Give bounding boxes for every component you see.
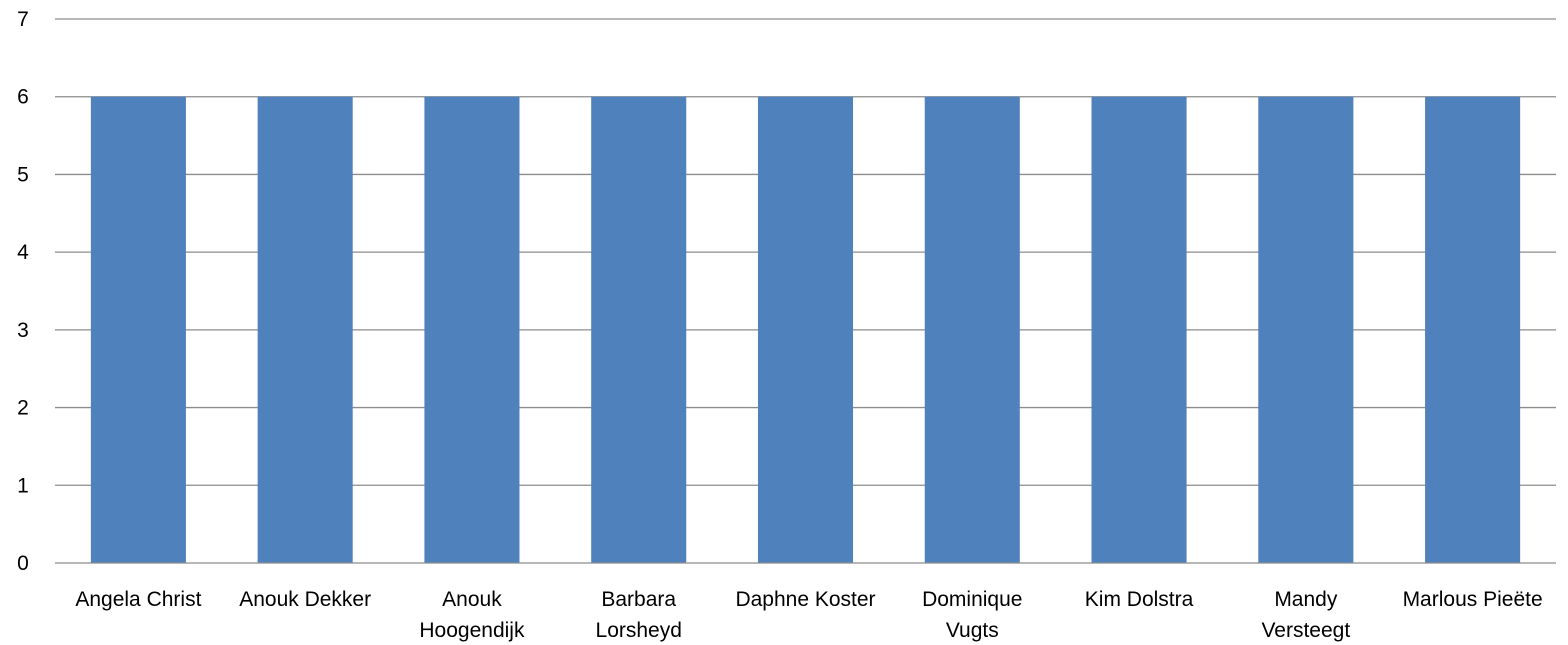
bar: [757, 96, 854, 563]
y-tick-label: 4: [17, 241, 29, 264]
x-tick-label-line: Versteegt: [1261, 619, 1350, 642]
x-tick-label: Daphne Koster: [735, 588, 875, 611]
x-tick-label: Barbara Lorsheyd: [596, 588, 682, 642]
bar: [924, 96, 1020, 563]
y-tick-label: 3: [17, 319, 29, 342]
x-tick-label: Anouk Dekker: [239, 588, 371, 611]
bars: [90, 96, 1521, 563]
bar: [1425, 96, 1521, 563]
x-tick-label: Anouk Hoogendijk: [419, 588, 525, 642]
x-tick-label: Mandy Versteegt: [1261, 588, 1350, 642]
y-tick-label: 0: [17, 552, 29, 575]
y-tick-label: 5: [17, 163, 29, 186]
y-tick-label: 7: [17, 8, 29, 31]
x-tick-label: Angela Christ: [75, 588, 201, 611]
x-tick-label-line: Barbara: [601, 588, 676, 611]
x-tick-label-line: Hoogendijk: [419, 619, 525, 642]
bar: [591, 96, 687, 563]
x-axis-tick-labels: Angela Christ Anouk Dekker Anouk Hoogendijk…: [75, 588, 1542, 642]
y-tick-label: 6: [17, 86, 29, 109]
bar: [1091, 96, 1187, 563]
bar: [424, 96, 520, 563]
x-tick-label-line: Anouk: [442, 588, 502, 611]
x-tick-label-line: Mandy: [1274, 588, 1338, 611]
x-tick-label: Dominique Vugts: [922, 588, 1022, 642]
x-tick-label-line: Dominique: [922, 588, 1022, 611]
x-tick-label-line: Angela Christ: [75, 588, 201, 611]
x-tick-label-line: Vugts: [946, 619, 999, 642]
x-tick-label-line: Kim Dolstra: [1085, 588, 1194, 611]
x-tick-label-line: Marlous Pieëte: [1403, 588, 1543, 611]
y-tick-label: 2: [17, 397, 29, 420]
x-tick-label: Kim Dolstra: [1085, 588, 1194, 611]
y-axis-tick-labels: 0 1 2 3 4 5 6 7: [17, 8, 29, 575]
y-tick-label: 1: [17, 474, 29, 497]
bar: [1258, 96, 1354, 563]
x-tick-label-line: Lorsheyd: [596, 619, 682, 642]
x-tick-label: Marlous Pieëte: [1403, 588, 1543, 611]
x-tick-label-line: Anouk Dekker: [239, 588, 371, 611]
bar: [257, 96, 353, 563]
bar: [90, 96, 186, 563]
x-tick-label-line: Daphne Koster: [735, 588, 875, 611]
